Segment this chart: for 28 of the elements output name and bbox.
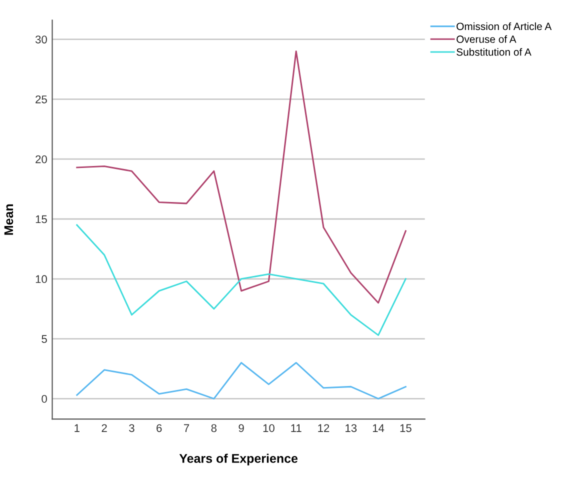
x-axis-title: Years of Experience	[179, 454, 298, 466]
x-tick-label: 6	[156, 424, 162, 432]
y-tick-label: 20	[36, 155, 47, 164]
y-tick-label: 0	[42, 394, 47, 403]
legend-label: Overuse of A	[456, 35, 516, 43]
y-tick-label: 5	[42, 335, 47, 343]
x-tick-label: 7	[184, 424, 190, 432]
y-tick-label: 25	[36, 95, 47, 104]
y-tick-label: 10	[36, 275, 47, 284]
legend-label: Substitution of A	[456, 48, 532, 56]
legend-label: Omission of Article A	[456, 22, 552, 30]
x-tick-label: 1	[74, 424, 80, 432]
y-tick-label: 30	[35, 36, 47, 44]
x-tick-label: 9	[238, 424, 244, 432]
x-tick-label: 14	[372, 424, 384, 432]
x-tick-label: 15	[400, 424, 412, 432]
x-tick-label: 12	[318, 424, 330, 432]
x-tick-label: 8	[211, 424, 217, 432]
line-series	[76, 50, 406, 304]
x-tick-label: 10	[263, 424, 274, 432]
x-tick-label: 2	[102, 424, 107, 432]
x-tick-label: 11	[291, 424, 302, 432]
line-series	[76, 224, 406, 336]
line-series	[76, 362, 406, 400]
x-tick-label: 13	[346, 424, 357, 432]
x-tick-label: 3	[129, 424, 134, 432]
y-tick-label: 15	[36, 215, 47, 224]
y-axis-title: Mean	[4, 204, 14, 235]
